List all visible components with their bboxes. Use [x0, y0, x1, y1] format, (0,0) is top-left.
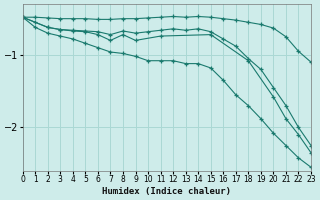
X-axis label: Humidex (Indice chaleur): Humidex (Indice chaleur) — [102, 187, 231, 196]
